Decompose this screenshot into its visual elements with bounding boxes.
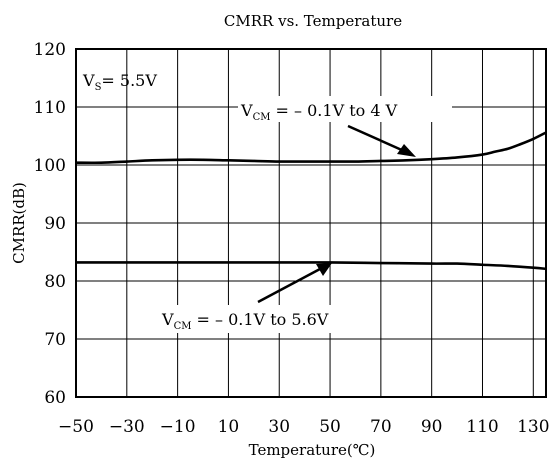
x-tick-label: 110: [466, 417, 498, 437]
x-tick-label: −30: [109, 417, 145, 437]
series-1-label: VCM = – 0.1V to 4 V: [240, 101, 398, 123]
y-tick-label: 90: [44, 214, 66, 234]
series-line-1: [76, 131, 546, 165]
x-tick-label: 30: [268, 417, 290, 437]
x-tick-labels: −50 −30 −10 10 30 50 70 90 110 130: [58, 417, 549, 437]
y-tick-label: 100: [34, 156, 66, 176]
x-tick-label: 50: [319, 417, 341, 437]
plot-frame: [75, 48, 547, 398]
supply-voltage-label: VS= 5.5V: [82, 71, 157, 93]
y-tick-label: 110: [34, 98, 66, 118]
series-2-label: VCM = – 0.1V to 5.6V: [161, 310, 329, 332]
x-tick-label: 70: [370, 417, 392, 437]
y-tick-labels: 60 70 80 90 100 110 120: [34, 40, 66, 408]
y-axis-label: CMRR(dB): [10, 182, 28, 264]
y-tick-label: 70: [44, 330, 66, 350]
y-tick-label: 80: [44, 272, 66, 292]
series-1-label-bg: [238, 96, 452, 122]
series-2-label-bg: [158, 305, 380, 333]
x-tick-label: −10: [160, 417, 196, 437]
annotations: VS= 5.5V VCM = – 0.1V to 4 V VCM = – 0.1V …: [82, 71, 452, 333]
x-tick-label: 10: [218, 417, 240, 437]
y-tick-label: 60: [44, 388, 66, 408]
x-tick-label: 90: [421, 417, 443, 437]
series-lines: [76, 131, 546, 271]
series-1-arrowhead: [397, 144, 416, 157]
series-1-pointer: [347, 124, 405, 153]
series-line-2: [76, 261, 546, 271]
series-2-pointer: [257, 267, 321, 304]
x-tick-label: −50: [58, 417, 94, 437]
x-axis-label: Temperature(℃): [249, 441, 376, 459]
y-tick-label: 120: [34, 40, 66, 60]
series-2-arrowhead: [316, 263, 332, 276]
chart-title: CMRR vs. Temperature: [224, 12, 402, 30]
x-tick-label: 130: [517, 417, 549, 437]
